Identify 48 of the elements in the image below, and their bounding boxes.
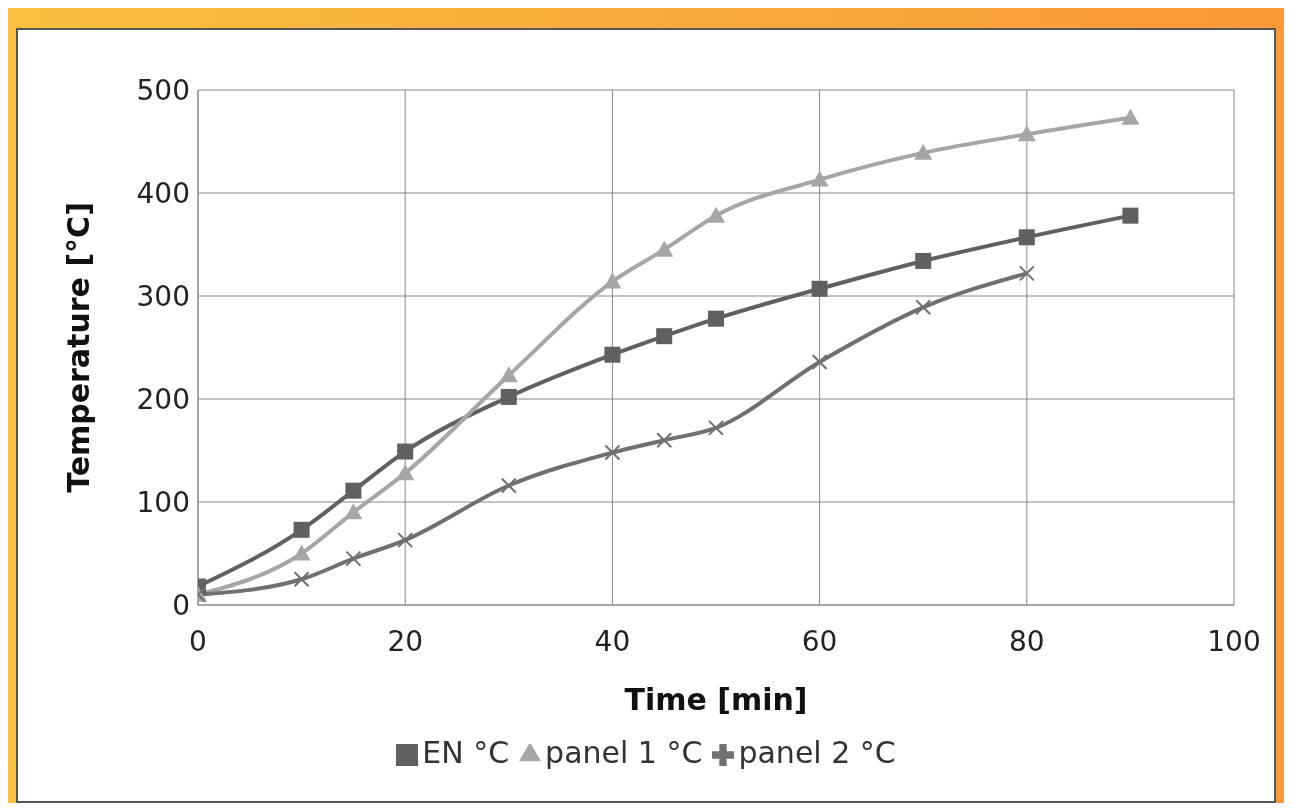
point — [1121, 108, 1140, 125]
point — [397, 532, 414, 549]
point — [1017, 125, 1036, 142]
y-tick-label: 100 — [136, 485, 190, 519]
point — [915, 299, 932, 316]
point — [656, 328, 673, 345]
point — [396, 464, 415, 481]
x-tick-label: 80 — [1008, 624, 1045, 658]
y-axis-title: Temperature [°C] — [60, 202, 96, 493]
point — [811, 280, 828, 297]
x-tick-label: 100 — [1207, 624, 1261, 658]
legend-label: EN °C — [422, 735, 510, 770]
point — [604, 346, 621, 363]
legend-label: panel 2 °C — [738, 735, 896, 770]
point — [397, 443, 414, 460]
point — [500, 477, 517, 494]
point — [499, 366, 518, 383]
point — [707, 206, 725, 223]
point — [656, 432, 673, 449]
x-tick-label: 60 — [801, 624, 838, 658]
point — [915, 252, 932, 269]
point — [1018, 265, 1035, 282]
x-tick-label: 20 — [387, 624, 424, 658]
y-tick-label: 400 — [136, 176, 190, 210]
point — [708, 310, 724, 327]
point — [292, 544, 311, 561]
point — [914, 143, 933, 160]
point — [655, 240, 674, 257]
point — [344, 503, 363, 520]
y-tick-label: 300 — [136, 279, 190, 313]
point — [811, 353, 828, 370]
point — [293, 521, 310, 538]
point — [345, 482, 362, 499]
x-tick-label: 40 — [594, 624, 631, 658]
point — [293, 571, 310, 588]
point — [500, 388, 517, 405]
y-tick-label: 500 — [136, 73, 190, 107]
point — [1018, 229, 1035, 246]
point — [708, 419, 724, 436]
point — [1122, 207, 1139, 224]
y-tick-label: 0 — [172, 588, 190, 622]
y-tick-label: 200 — [136, 382, 190, 416]
point — [345, 550, 362, 567]
point — [603, 272, 622, 289]
legend-label: panel 1 °C — [545, 735, 703, 770]
point — [604, 444, 621, 461]
point — [810, 170, 829, 187]
x-axis-title: Time [min] — [624, 682, 808, 717]
